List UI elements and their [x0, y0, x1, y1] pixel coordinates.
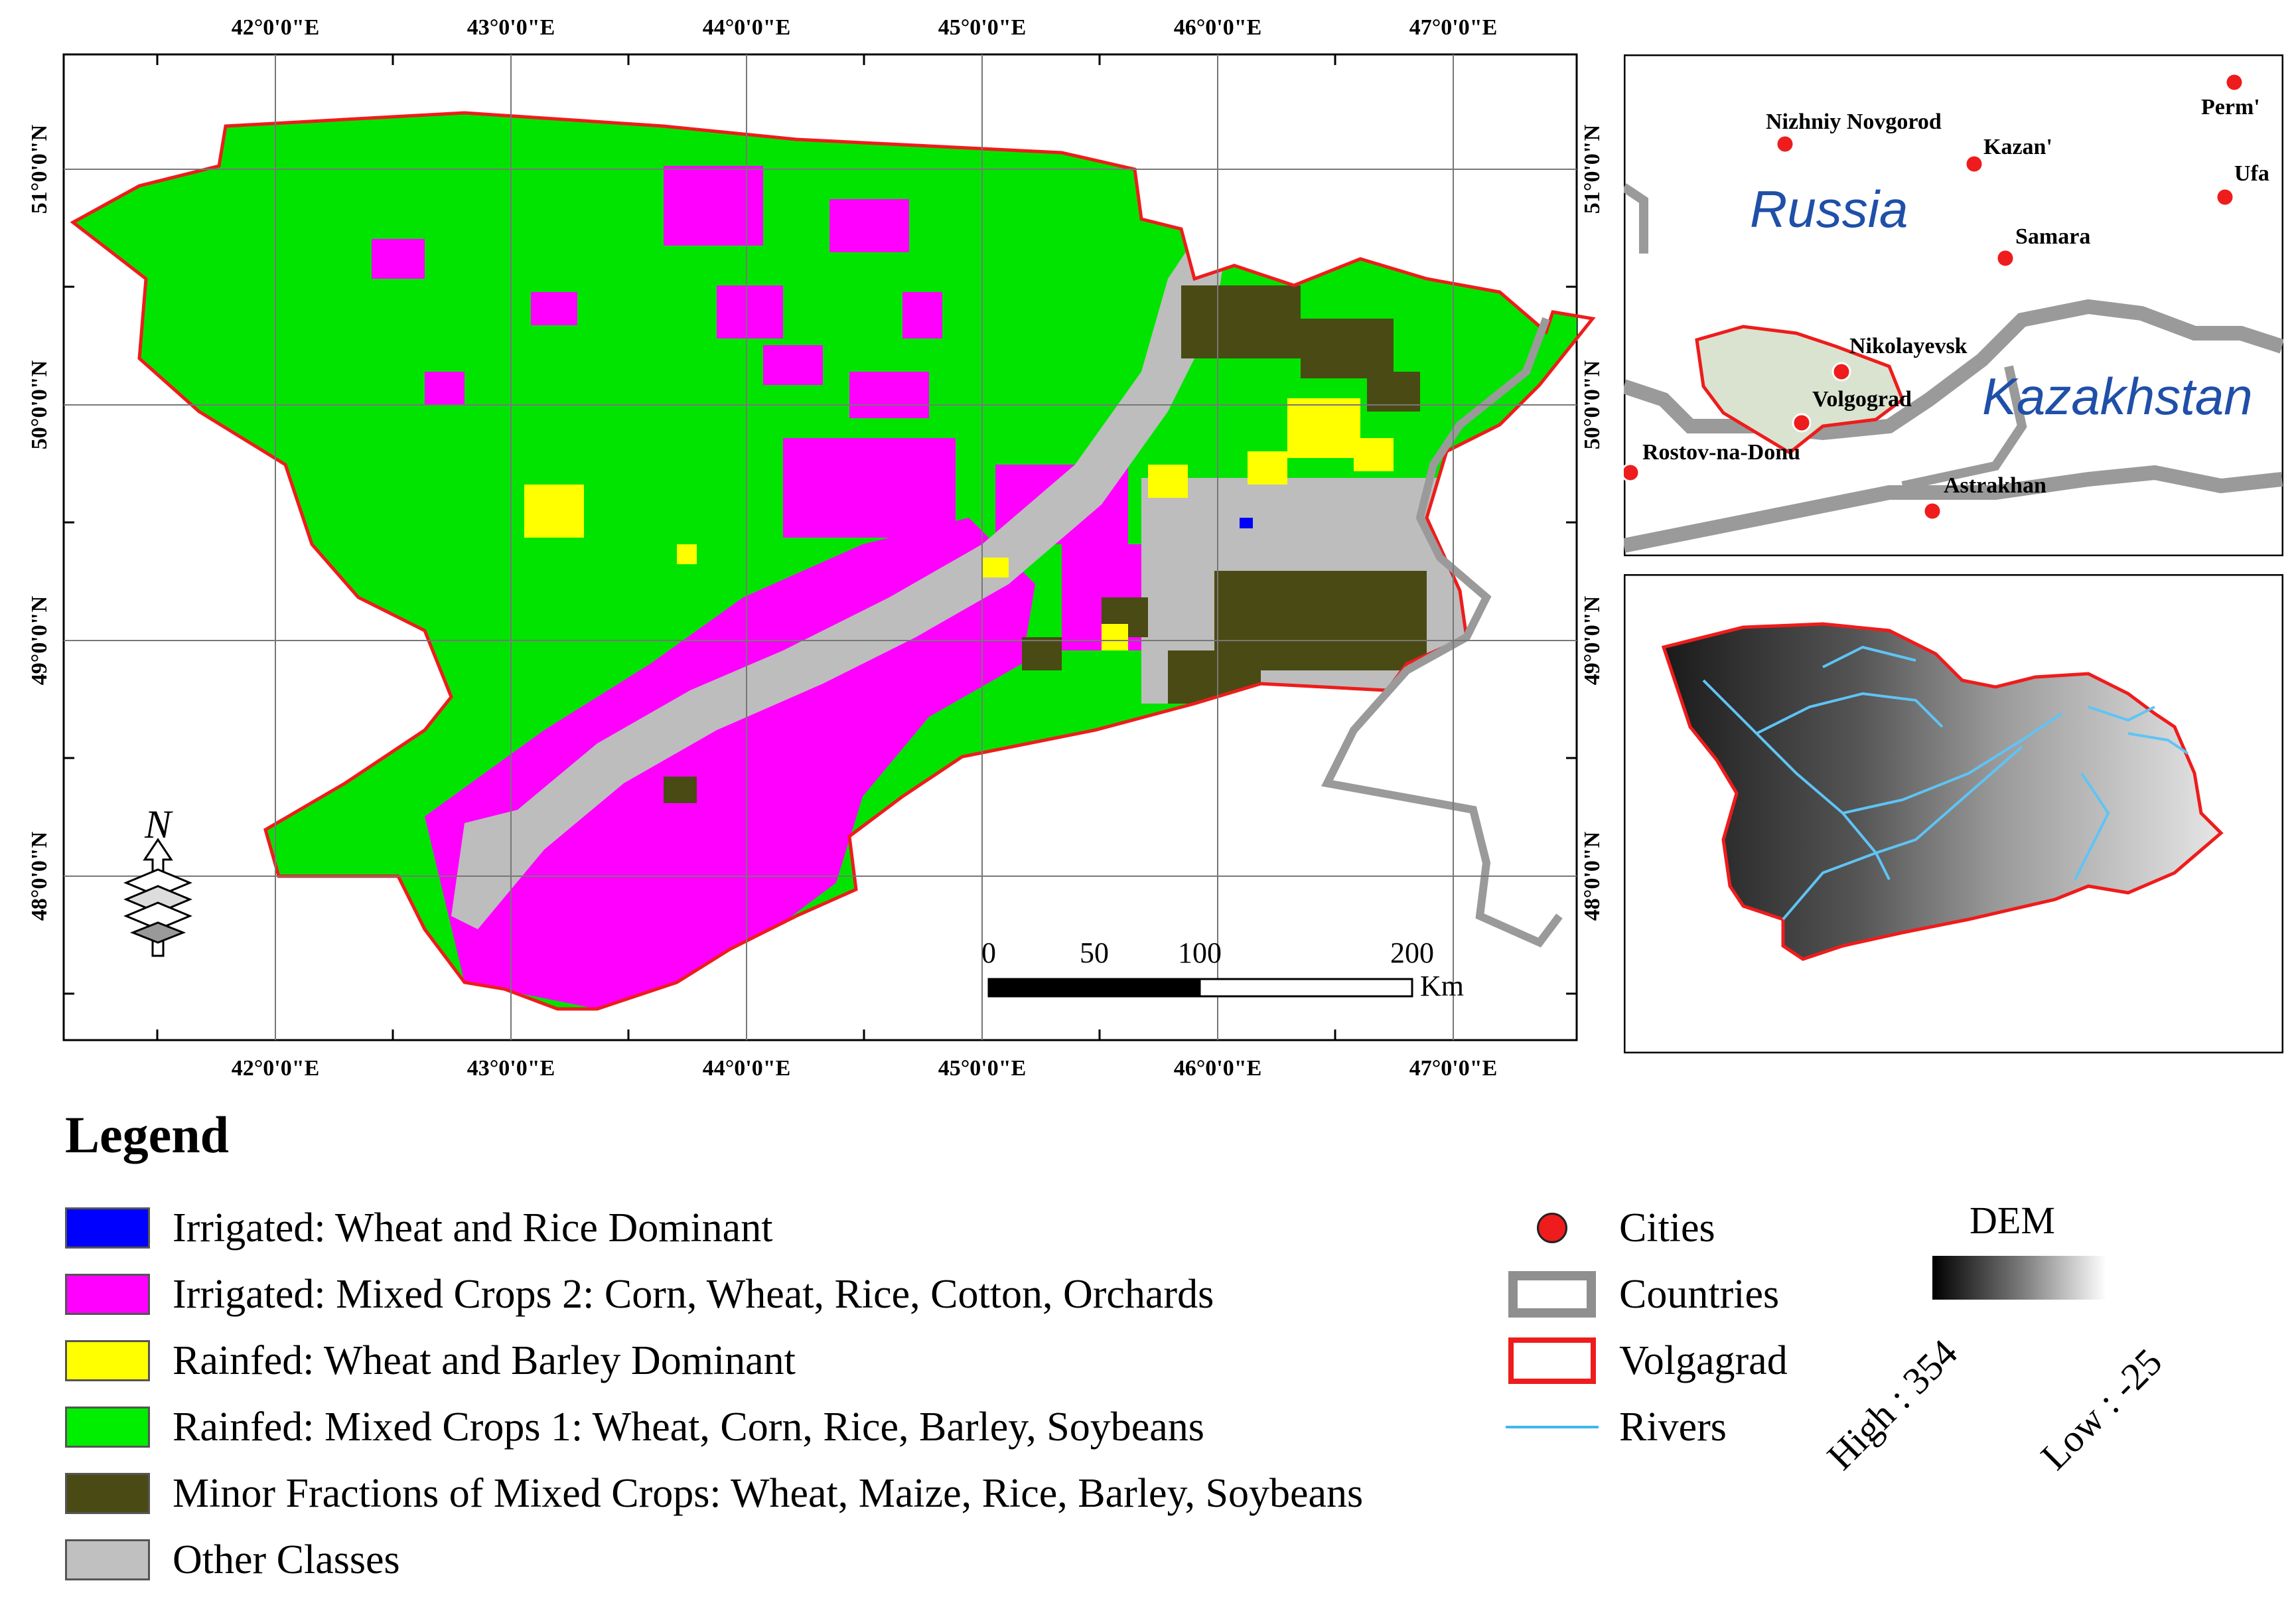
legend-label: Countries: [1619, 1271, 1780, 1317]
city-marker: [1792, 413, 1812, 433]
region-outline-icon: [1508, 1337, 1596, 1384]
legend-label: Minor Fractions of Mixed Crops: Wheat, M…: [173, 1470, 1364, 1516]
bottom-lon-label: 46°0'0"E: [1174, 1056, 1262, 1081]
scale-tick: 200: [1390, 937, 1434, 969]
legend-title: Legend: [65, 1106, 230, 1164]
inset-dem-map: [1624, 574, 2283, 1053]
legend-label: Cities: [1619, 1205, 1715, 1251]
scale-tick: 100: [1178, 937, 1222, 969]
city-marker: [2224, 72, 2244, 92]
legend-item-irrigated-wheat-rice: Irrigated: Wheat and Rice Dominant: [65, 1195, 1363, 1261]
legend-label: Volgagrad: [1619, 1337, 1788, 1383]
legend-swatch: [65, 1340, 150, 1381]
city-label: Samara: [2015, 224, 2090, 249]
city-label: Perm': [2201, 95, 2260, 119]
city-label: Nizhniy Novgorod: [1766, 110, 1942, 134]
country-label-russia: Russia: [1750, 180, 1908, 238]
city-label: Kazan': [1983, 135, 2052, 159]
dem-title: DEM: [1970, 1199, 2055, 1242]
inset-locator-map: Russia Kazakhstan Nizhniy Novgorod Kazan…: [1624, 54, 2283, 556]
scale-tick: 0: [981, 937, 996, 969]
bottom-lon-label: 47°0'0"E: [1409, 1056, 1498, 1081]
top-lon-label: 43°0'0"E: [467, 15, 555, 40]
top-lon-label: 45°0'0"E: [938, 15, 1027, 40]
river-line-icon: [1506, 1426, 1599, 1428]
legend-label: Rainfed: Wheat and Barley Dominant: [173, 1337, 796, 1383]
city-marker: [2215, 187, 2235, 207]
legend-label: Rivers: [1619, 1404, 1727, 1450]
right-lat-label: 51°0'0"N: [1580, 124, 1605, 214]
right-lat-label: 48°0'0"N: [1580, 831, 1605, 921]
legend-label: Irrigated: Mixed Crops 2: Corn, Wheat, R…: [173, 1271, 1214, 1317]
city-label: Ufa: [2234, 161, 2269, 186]
legend-label: Irrigated: Wheat and Rice Dominant: [173, 1205, 773, 1251]
legend-label: Rainfed: Mixed Crops 1: Wheat, Corn, Ric…: [173, 1404, 1204, 1450]
legend-list: Irrigated: Wheat and Rice Dominant Irrig…: [65, 1195, 1363, 1593]
legend-swatch: [65, 1539, 150, 1580]
top-lon-label: 42°0'0"E: [232, 15, 320, 40]
bottom-lon-label: 42°0'0"E: [232, 1056, 320, 1081]
bottom-lon-label: 43°0'0"E: [467, 1056, 555, 1081]
legend-item-cities: Cities: [1500, 1195, 1788, 1261]
country-border-icon: [1508, 1271, 1596, 1318]
top-lon-label: 46°0'0"E: [1174, 15, 1262, 40]
legend-item-irrigated-mixed-2: Irrigated: Mixed Crops 2: Corn, Wheat, R…: [65, 1261, 1363, 1328]
symbol-legend: Cities Countries Volgagrad Rivers: [1500, 1195, 1788, 1460]
legend-label: Other Classes: [173, 1537, 400, 1582]
legend-item-countries: Countries: [1500, 1261, 1788, 1328]
left-lat-label: 51°0'0"N: [27, 124, 52, 214]
country-label-kazakhstan: Kazakhstan: [1982, 367, 2253, 425]
legend-item-rivers: Rivers: [1500, 1394, 1788, 1460]
city-marker: [1775, 134, 1795, 154]
city-label: Rostov-na-Donu: [1642, 440, 1800, 465]
top-lon-label: 44°0'0"E: [703, 15, 791, 40]
city-label: Astrakhan: [1944, 473, 2046, 498]
north-arrow-icon: N: [123, 802, 192, 957]
left-lat-label: 48°0'0"N: [27, 831, 52, 921]
scale-bar: 0 50 100 200 Km: [981, 937, 1464, 1002]
legend-item-volgagrad: Volgagrad: [1500, 1328, 1788, 1394]
legend-item-rainfed-mixed-1: Rainfed: Mixed Crops 1: Wheat, Corn, Ric…: [65, 1394, 1363, 1460]
right-lat-label: 50°0'0"N: [1580, 360, 1605, 449]
legend-swatch: [65, 1407, 150, 1448]
dem-gradient-bar: [1932, 1256, 2106, 1300]
city-label: Volgograd: [1812, 387, 1912, 412]
legend-swatch: [65, 1473, 150, 1514]
left-lat-label: 50°0'0"N: [27, 360, 52, 449]
legend-swatch: [65, 1274, 150, 1315]
city-marker: [1964, 154, 1984, 174]
right-lat-label: 49°0'0"N: [1580, 595, 1605, 685]
bottom-lon-label: 44°0'0"E: [703, 1056, 791, 1081]
city-marker: [1922, 501, 1942, 521]
city-marker: [1624, 463, 1640, 483]
legend-item-minor-fractions: Minor Fractions of Mixed Crops: Wheat, M…: [65, 1460, 1363, 1527]
legend-swatch: [65, 1207, 150, 1249]
bottom-lon-label: 45°0'0"E: [938, 1056, 1027, 1081]
scale-unit: Km: [1420, 970, 1464, 1002]
left-lat-label: 49°0'0"N: [27, 595, 52, 685]
legend-item-other-classes: Other Classes: [65, 1527, 1363, 1593]
legend-item-rainfed-wheat-barley: Rainfed: Wheat and Barley Dominant: [65, 1328, 1363, 1394]
city-marker: [1995, 248, 2015, 268]
city-dot-icon: [1537, 1213, 1567, 1243]
city-marker: [1831, 362, 1851, 382]
scale-tick: 50: [1080, 937, 1109, 969]
city-label: Nikolayevsk: [1849, 334, 1968, 358]
top-lon-label: 47°0'0"E: [1409, 15, 1498, 40]
